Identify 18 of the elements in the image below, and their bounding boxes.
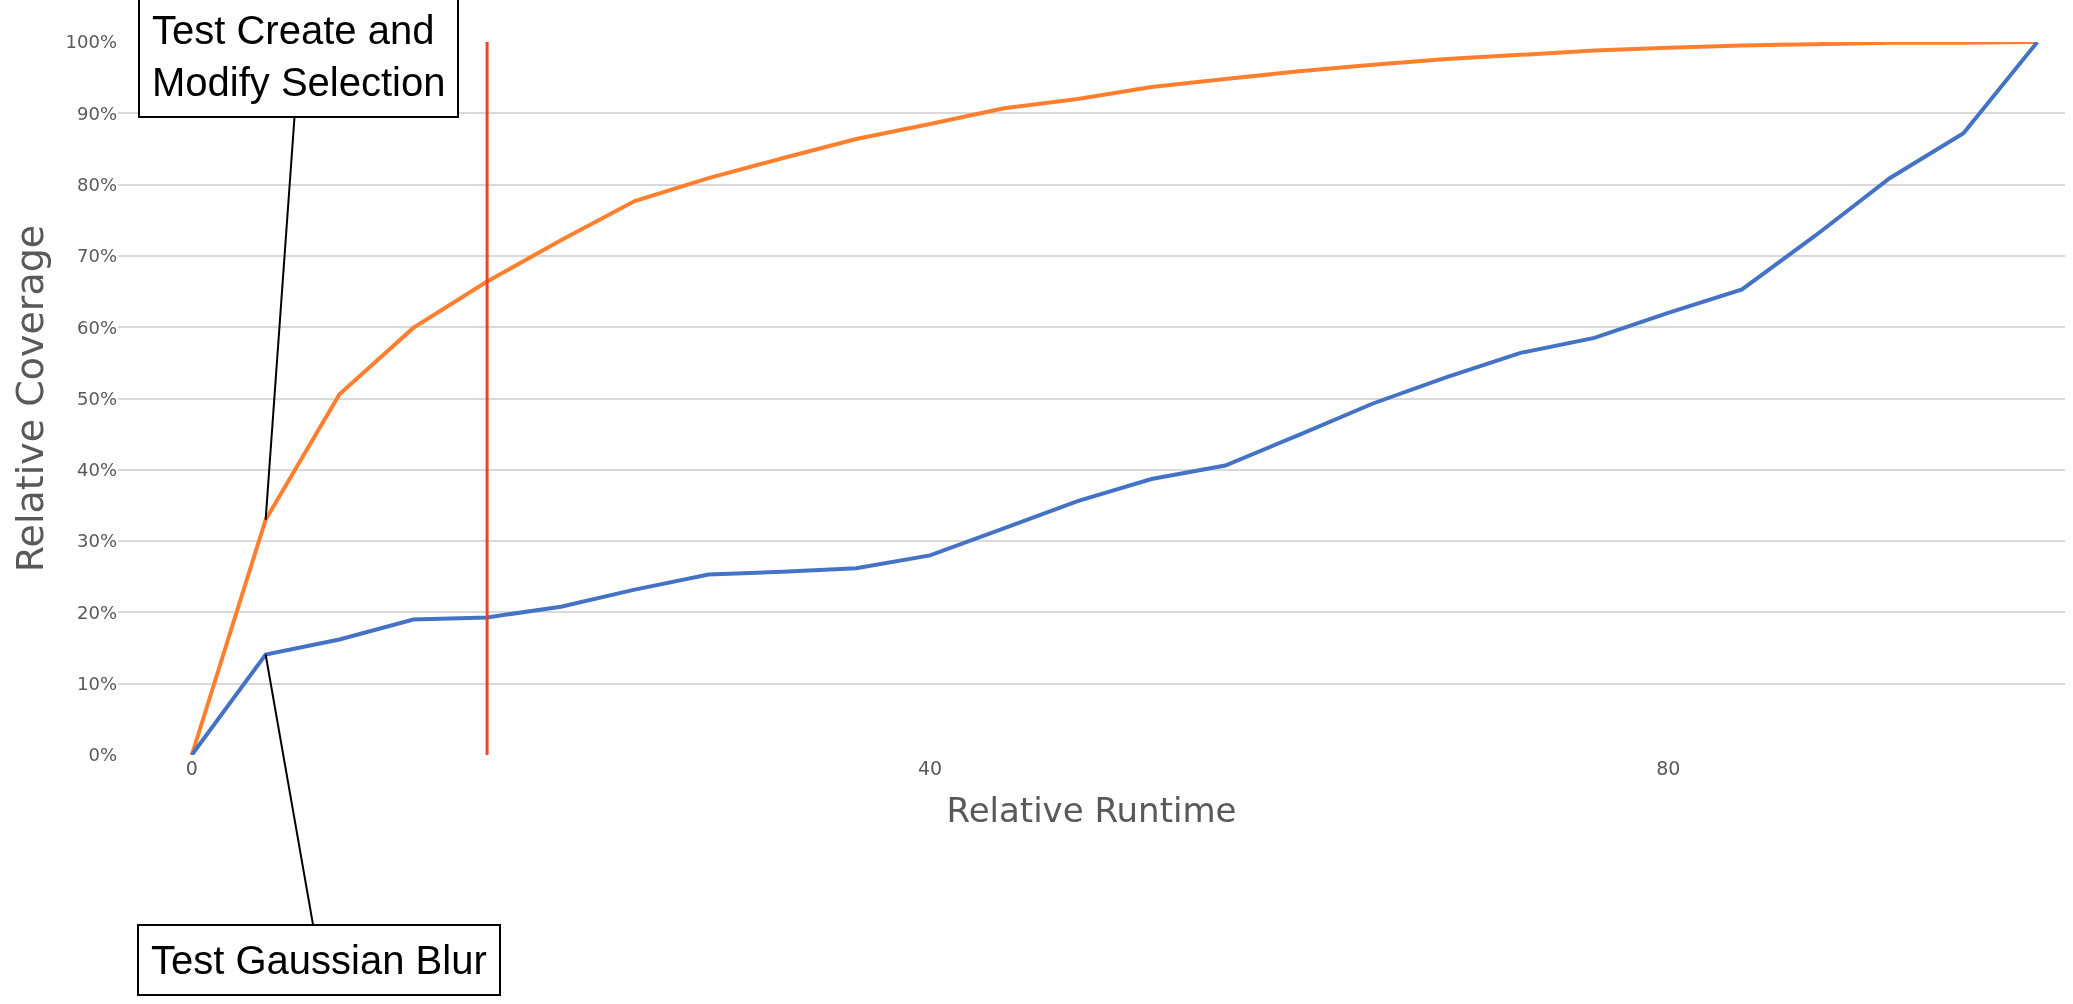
y-tick-label: 70% xyxy=(76,245,117,267)
y-tick-label: 20% xyxy=(76,601,117,623)
y-axis-title: Relative Coverage xyxy=(7,224,52,573)
annotation: Test Create and Modify Selection xyxy=(152,8,446,104)
y-tick-label: 100% xyxy=(65,31,117,53)
x-tick-label: 80 xyxy=(1656,757,1681,779)
x-tick-label: 40 xyxy=(917,757,943,779)
x-tick-label: 0 xyxy=(185,757,198,779)
y-tick-label: 0% xyxy=(88,744,117,766)
y-tick-label: 40% xyxy=(76,459,117,481)
x-axis-title: Relative Runtime xyxy=(946,790,1237,831)
annotation: Test Gaussian Blur xyxy=(151,938,487,982)
y-tick-label: 60% xyxy=(76,316,117,338)
y-tick-label: 80% xyxy=(76,173,117,195)
y-tick-label: 50% xyxy=(76,387,117,409)
y-tick-label: 10% xyxy=(76,673,117,694)
y-tick-label: 90% xyxy=(76,102,117,124)
y-tick-label: 30% xyxy=(76,530,117,552)
